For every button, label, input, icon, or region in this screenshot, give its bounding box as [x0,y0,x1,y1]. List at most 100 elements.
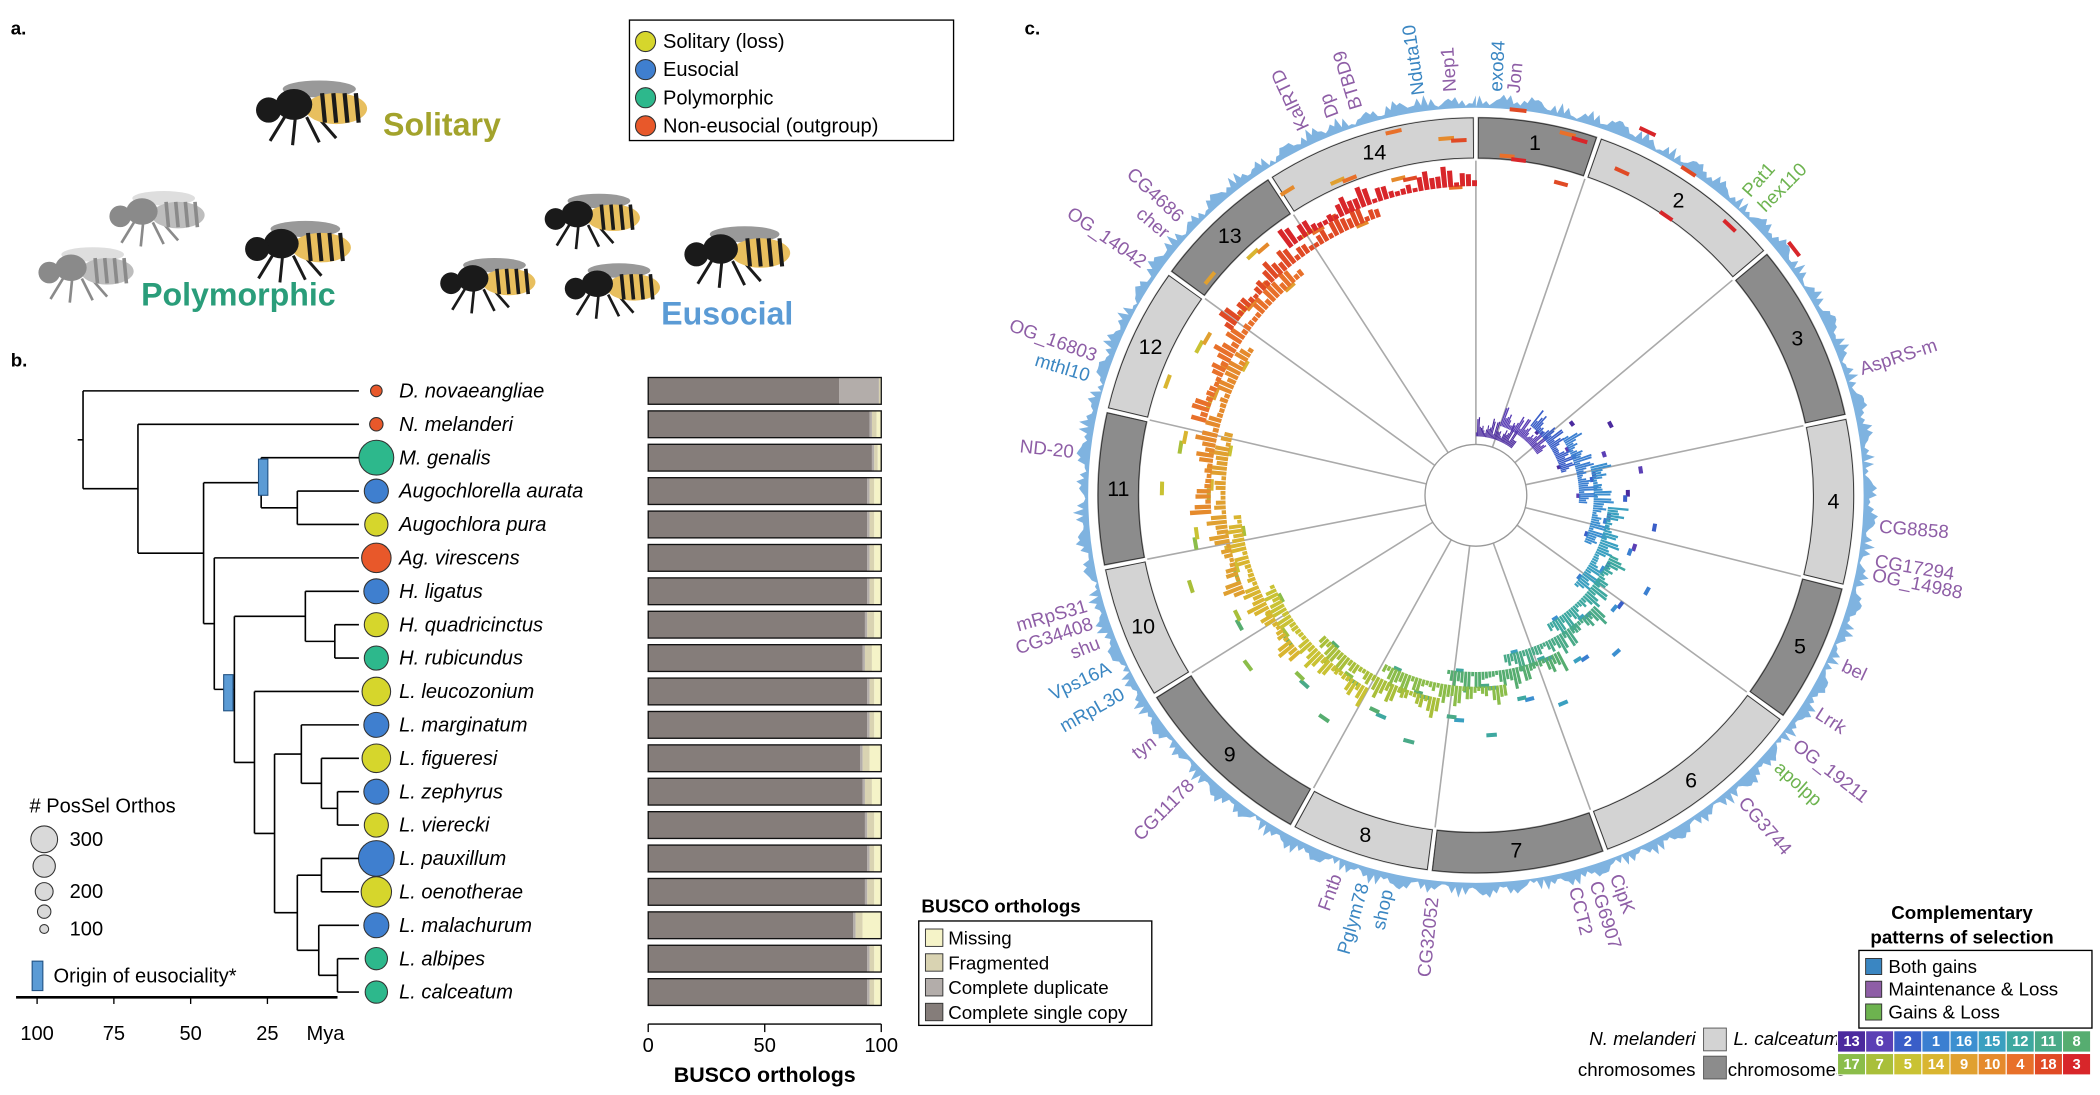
chromosome-outline [1107,274,1203,418]
busco-segment [648,744,861,772]
legend-label: Polymorphic [663,87,774,109]
possel-circle [363,612,389,638]
bee-leg [49,276,65,300]
chromosome-label: 9 [1224,743,1236,767]
bee-thorax [263,228,299,259]
chromosome-color-label: 12 [2012,1034,2028,1050]
species-name: L. oenotherae [399,882,523,904]
busco-segment [862,744,870,772]
busco-bar-outline [647,710,882,739]
bee-icon [544,193,640,250]
gene-label: exo84 [1485,40,1509,92]
chromosome-color-cell [2061,1052,2092,1076]
bee-thorax [55,254,87,281]
x-tick-label: 100 [20,1023,54,1045]
busco-segment [871,444,875,472]
bee-stripe [619,273,626,300]
possel-circle [361,743,392,774]
chromosome-color-label: 6 [1876,1034,1884,1050]
busco-bar-outline [647,844,882,873]
chromosome-color-label: 14 [1928,1057,1945,1073]
chromosome-outline [1477,117,1597,177]
species-name: D. novaeangliae [399,381,544,403]
bee-leg [594,294,600,319]
bee-leg [291,116,297,146]
busco-bar-outline [647,944,882,973]
chromosome-color-label: 4 [2016,1057,2025,1073]
species-label: N. melanderi [1589,1028,1696,1049]
chromosome-outline [1271,117,1475,212]
busco-segment [869,978,875,1006]
size-legend-circle [32,854,56,878]
bee-leg [451,287,467,311]
busco-segment [869,544,875,572]
gene-label: Nduta10 [1398,24,1429,97]
busco-segment [867,544,870,572]
chromosome-segment [1266,113,1478,217]
chromosome-color-label: 13 [1843,1034,1859,1050]
species-name: L. figueresi [399,748,498,770]
busco-segment [876,410,882,438]
spoke [1491,178,1586,448]
gene-label: Nep1 [1436,47,1460,93]
bee-leg [278,255,285,283]
bee-leg [68,278,74,303]
possel-circle [364,512,389,537]
bee-stripe [338,232,345,262]
possel-circle [360,876,393,908]
chromosome-label: 2 [1672,189,1684,213]
possel-circle [363,645,389,671]
species-label: L. calceatum [1733,1028,1839,1049]
x-tick-label: 50 [179,1023,201,1045]
bee-head [245,236,270,262]
chromosome-outline [1735,254,1846,424]
busco-segment [860,744,863,772]
busco-segment [867,711,870,739]
bee-stripe [766,238,774,267]
group-label: Solitary [383,107,501,143]
gene-label: Fntb [1313,871,1346,913]
legend-swatch [924,978,944,997]
busco-bar-outline [647,978,882,1007]
legend-title: Complementary [1891,902,2033,923]
chromosome-color-label: 15 [1984,1034,2000,1050]
chromosome-color-label: 9 [1960,1057,1968,1073]
spoke [1514,279,1733,464]
bee-head [109,205,132,228]
bee-thorax [275,88,313,120]
bee-thorax [581,270,613,298]
chromosome-color-label: 2 [1904,1034,1912,1050]
chromosome-label: 5 [1794,634,1806,658]
chromosome-label: 1 [1529,131,1541,155]
species-name: H. ligatus [399,581,483,603]
busco-segment [874,678,882,705]
chromosome-label: 3 [1791,327,1803,351]
spoke [1292,214,1449,454]
busco-segment [871,778,882,806]
bee-stripe [745,238,752,267]
chromosome-label: 12 [1139,335,1163,359]
bee-stripe [306,232,313,262]
bee-stripe [183,201,190,228]
bee-stripe [777,238,785,267]
gene-label: ND-20 [1019,435,1075,462]
bee-thorax [457,265,489,292]
bee-stripe [514,268,521,295]
chromosome-color-label: 3 [2072,1057,2080,1073]
busco-segment [648,377,840,405]
group-label: Eusocial [661,295,793,331]
species-name: H. rubicundus [399,648,523,670]
gene-label: CG3744 [1734,792,1796,858]
chromosome-outline [1171,179,1291,296]
chromosome-outline [1097,412,1148,566]
busco-segment [648,911,854,939]
busco-segment [874,711,882,739]
busco-segment [867,845,870,872]
size-legend-circle [30,825,59,854]
bee-stripe [618,204,625,231]
busco-segment [871,410,877,438]
species-name: L. leucozonium [399,681,534,703]
chromosome-label: 13 [1218,224,1242,248]
busco-segment [878,377,881,405]
chromosome-outline [1294,790,1433,871]
